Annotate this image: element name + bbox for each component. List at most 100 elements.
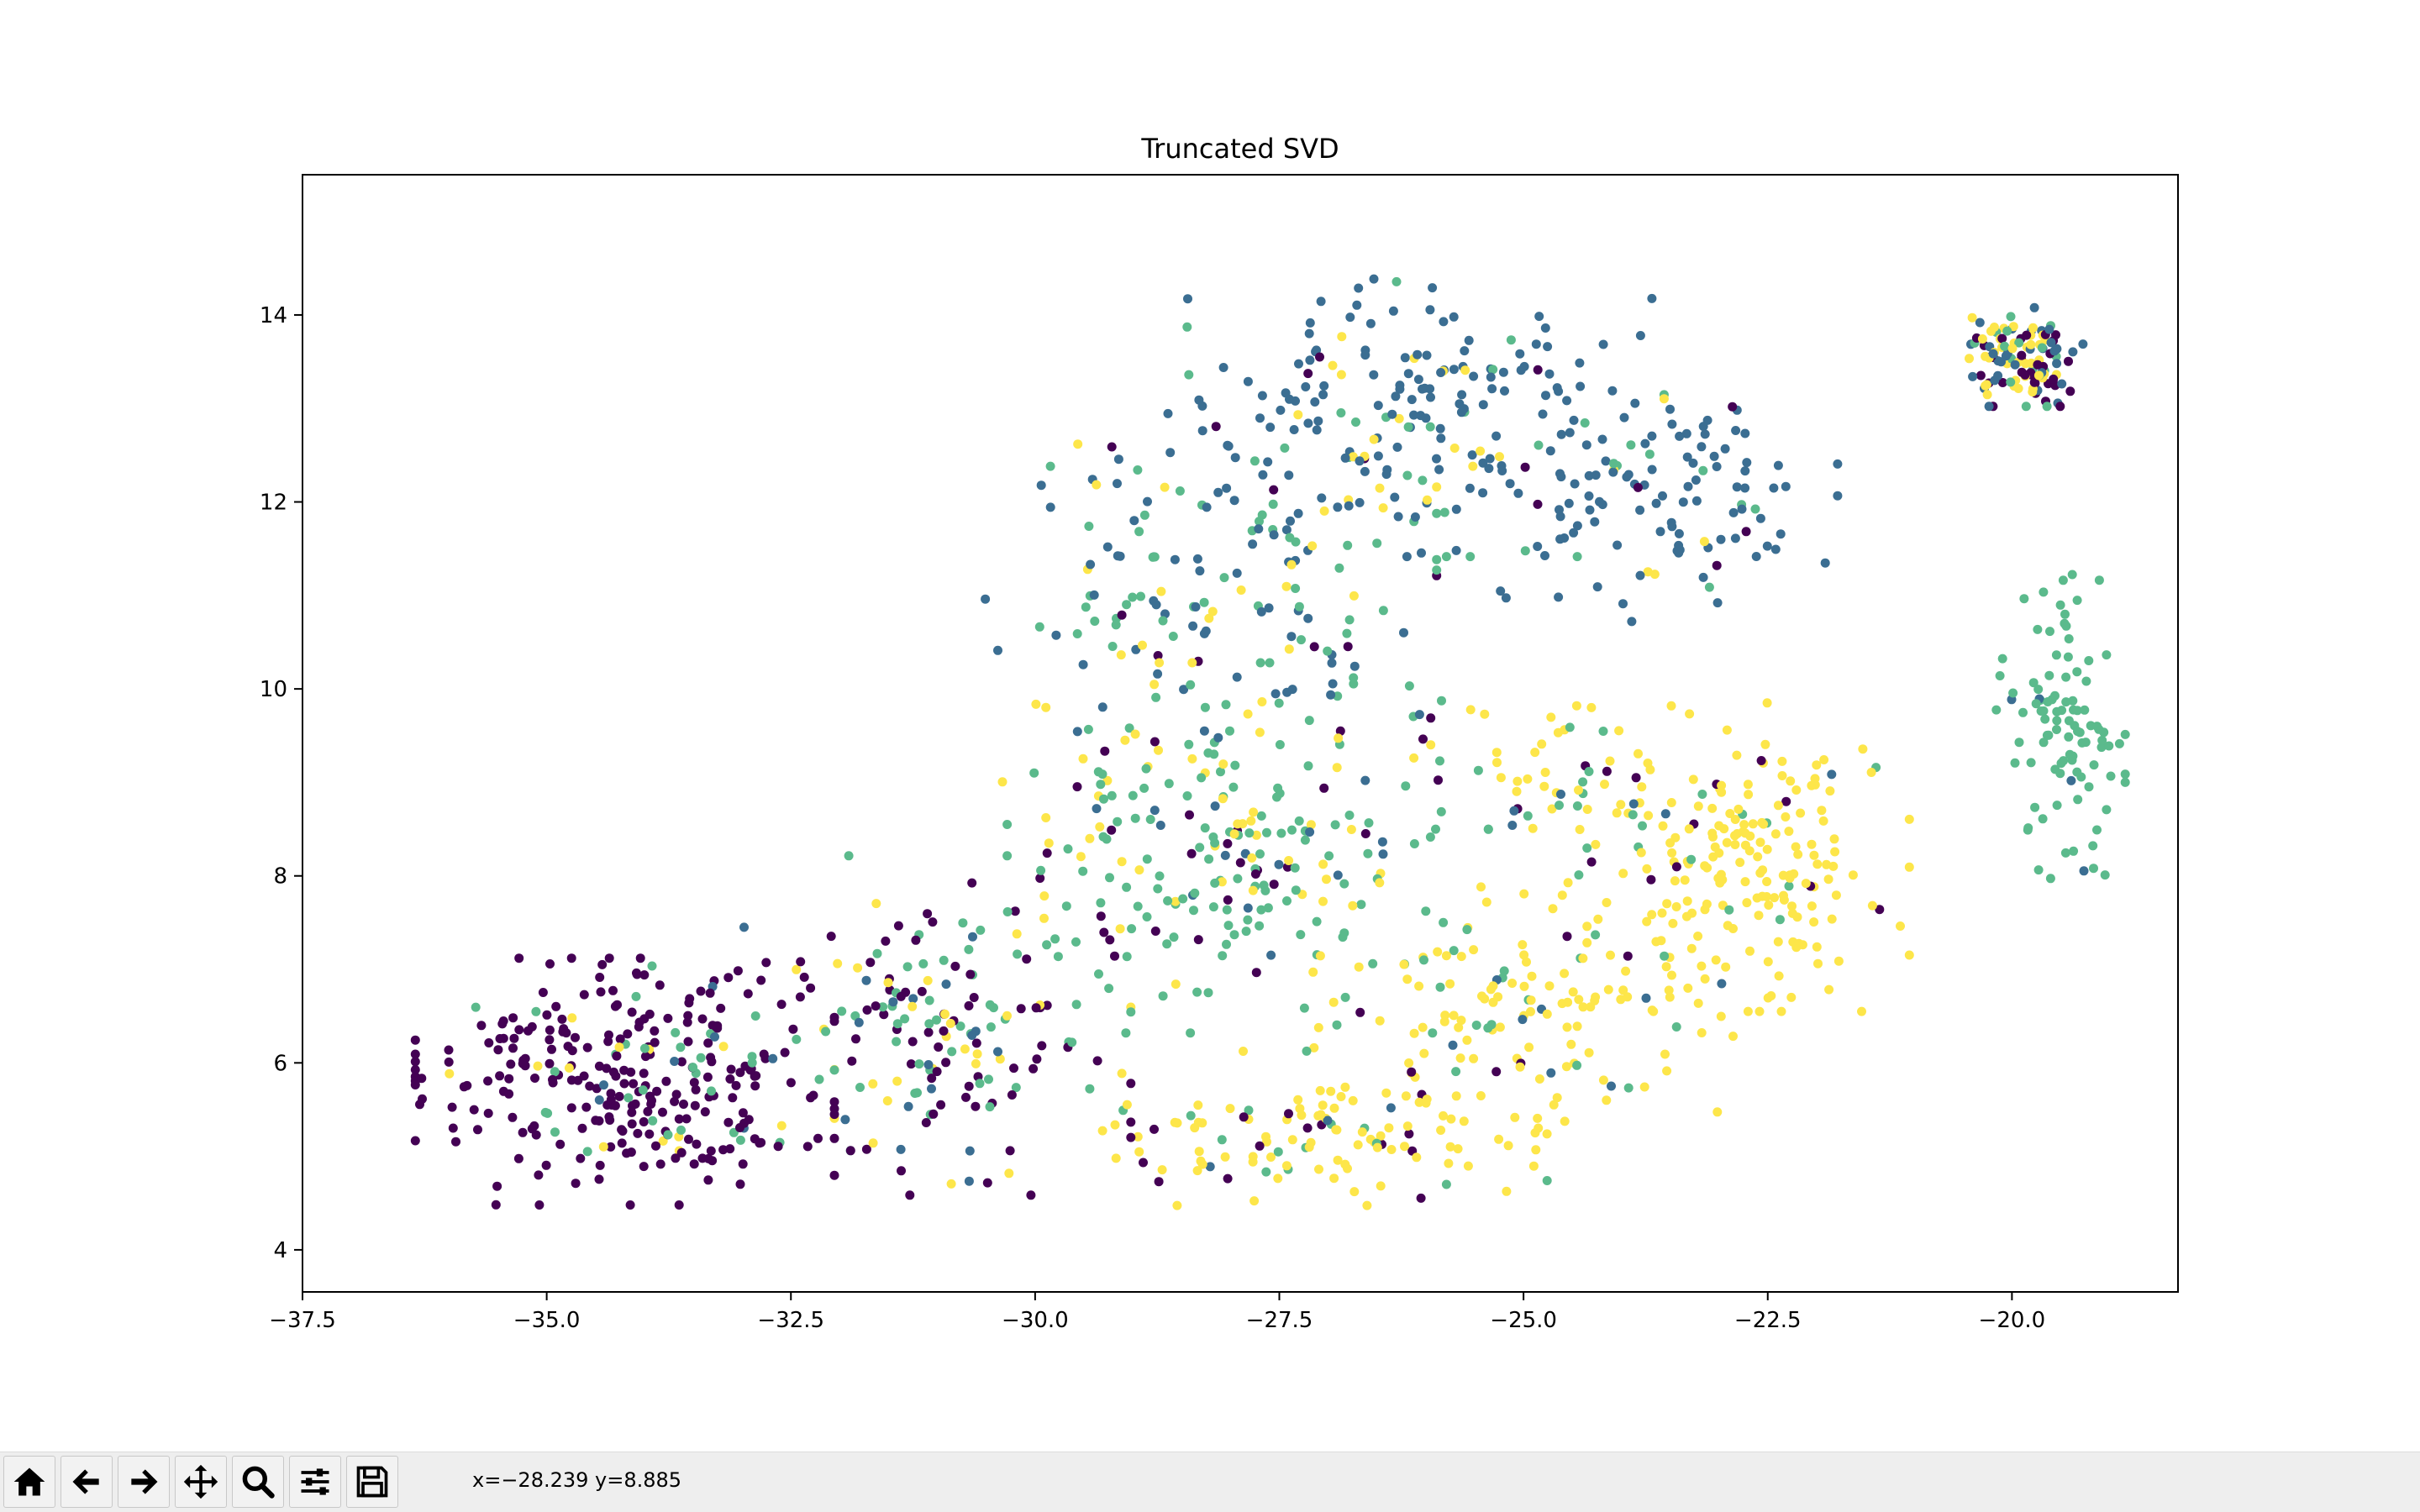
data-point [1571,701,1581,711]
data-point [1569,415,1579,425]
y-tick-label: 4 [273,1238,287,1263]
data-point [1435,982,1445,992]
data-point [567,1046,577,1056]
data-point [1222,905,1232,915]
data-point [716,1003,726,1013]
data-point [1524,1042,1534,1053]
configure-subplots-button[interactable] [289,1456,341,1508]
data-point [1230,760,1240,770]
data-point [1404,681,1414,691]
data-point [1788,937,1798,947]
data-point [1251,968,1261,978]
data-point [1742,898,1752,908]
data-point [786,1078,796,1088]
arrow-right-icon [131,1469,158,1494]
data-point [1197,426,1207,436]
data-point [2097,735,2107,745]
data-point [755,1138,765,1148]
data-point [1232,568,1242,578]
data-point [1687,908,1697,918]
scatter-plot[interactable]: −37.5 −35.0 −32.5 −30.0 −27.5 −25.0 −22.5 −20.0… [0,0,2420,1452]
data-point [1658,821,1668,831]
chart-title: Truncated SVD [1140,133,1339,165]
data-point [1631,773,1641,783]
pan-button[interactable] [175,1456,227,1508]
data-point [1505,479,1515,489]
data-point [1542,1176,1552,1185]
data-point [1500,386,1509,396]
data-point [1329,1173,1339,1184]
home-button[interactable] [3,1456,55,1508]
data-point [1982,390,1992,400]
data-point [1480,994,1490,1004]
data-point [1163,895,1173,906]
data-point [1150,927,1160,936]
data-point [923,975,933,985]
data-point [946,1179,956,1189]
data-point [1607,386,1618,396]
data-point [1399,959,1409,969]
data-point [627,1007,637,1017]
sliders-icon [301,1468,329,1495]
data-point [415,1100,424,1110]
data-point [829,1104,839,1114]
forward-button[interactable] [118,1456,170,1508]
data-point [1303,418,1313,428]
data-point [1757,891,1767,901]
data-point [646,1099,656,1109]
back-button[interactable] [60,1456,113,1508]
data-point [735,1179,745,1189]
data-point [1527,971,1537,981]
data-point [2022,330,2032,340]
data-point [1432,454,1441,464]
data-point [1171,896,1181,906]
data-point [2006,312,2016,322]
data-point [1107,790,1117,801]
figure-canvas[interactable]: −37.5 −35.0 −32.5 −30.0 −27.5 −25.0 −22.5 −20.0… [0,0,2420,1452]
data-point [706,1146,716,1156]
data-point [1403,422,1413,432]
data-point [1498,367,1508,377]
data-point [1720,444,1730,454]
data-point [1534,440,1544,450]
save-button[interactable] [346,1456,398,1508]
data-point [1262,827,1271,837]
data-point [1540,768,1550,777]
data-point [1602,1095,1612,1105]
data-point [1111,620,1121,630]
data-point [1712,1107,1723,1117]
data-point [1255,1141,1265,1151]
data-point [1469,945,1479,955]
data-point [567,1013,577,1023]
data-point [2026,339,2036,349]
data-point [1281,525,1292,535]
data-point [1637,782,1647,792]
data-point [1244,828,1255,838]
data-point [984,1074,993,1084]
data-point [776,1121,786,1131]
zoom-button[interactable] [232,1456,284,1508]
data-point [1131,644,1141,654]
data-point [2019,594,2029,604]
data-point [1360,466,1370,476]
data-point [1169,932,1179,942]
data-point [862,1005,872,1015]
data-point [1531,339,1541,349]
data-point [2020,370,2030,380]
data-point [2096,743,2107,753]
data-point [599,1080,608,1090]
data-point [1334,563,1344,573]
data-point [1434,465,1444,475]
data-point [1712,560,1722,570]
data-point [1158,616,1168,626]
data-point [1555,801,1564,811]
data-point [1809,850,1819,860]
data-point [1360,775,1370,785]
data-point [1156,586,1166,596]
data-point [1386,1103,1396,1113]
data-point [451,1137,460,1147]
data-point [2058,575,2068,585]
data-point [1232,672,1242,682]
data-point [713,1023,723,1033]
data-point [2077,738,2087,748]
